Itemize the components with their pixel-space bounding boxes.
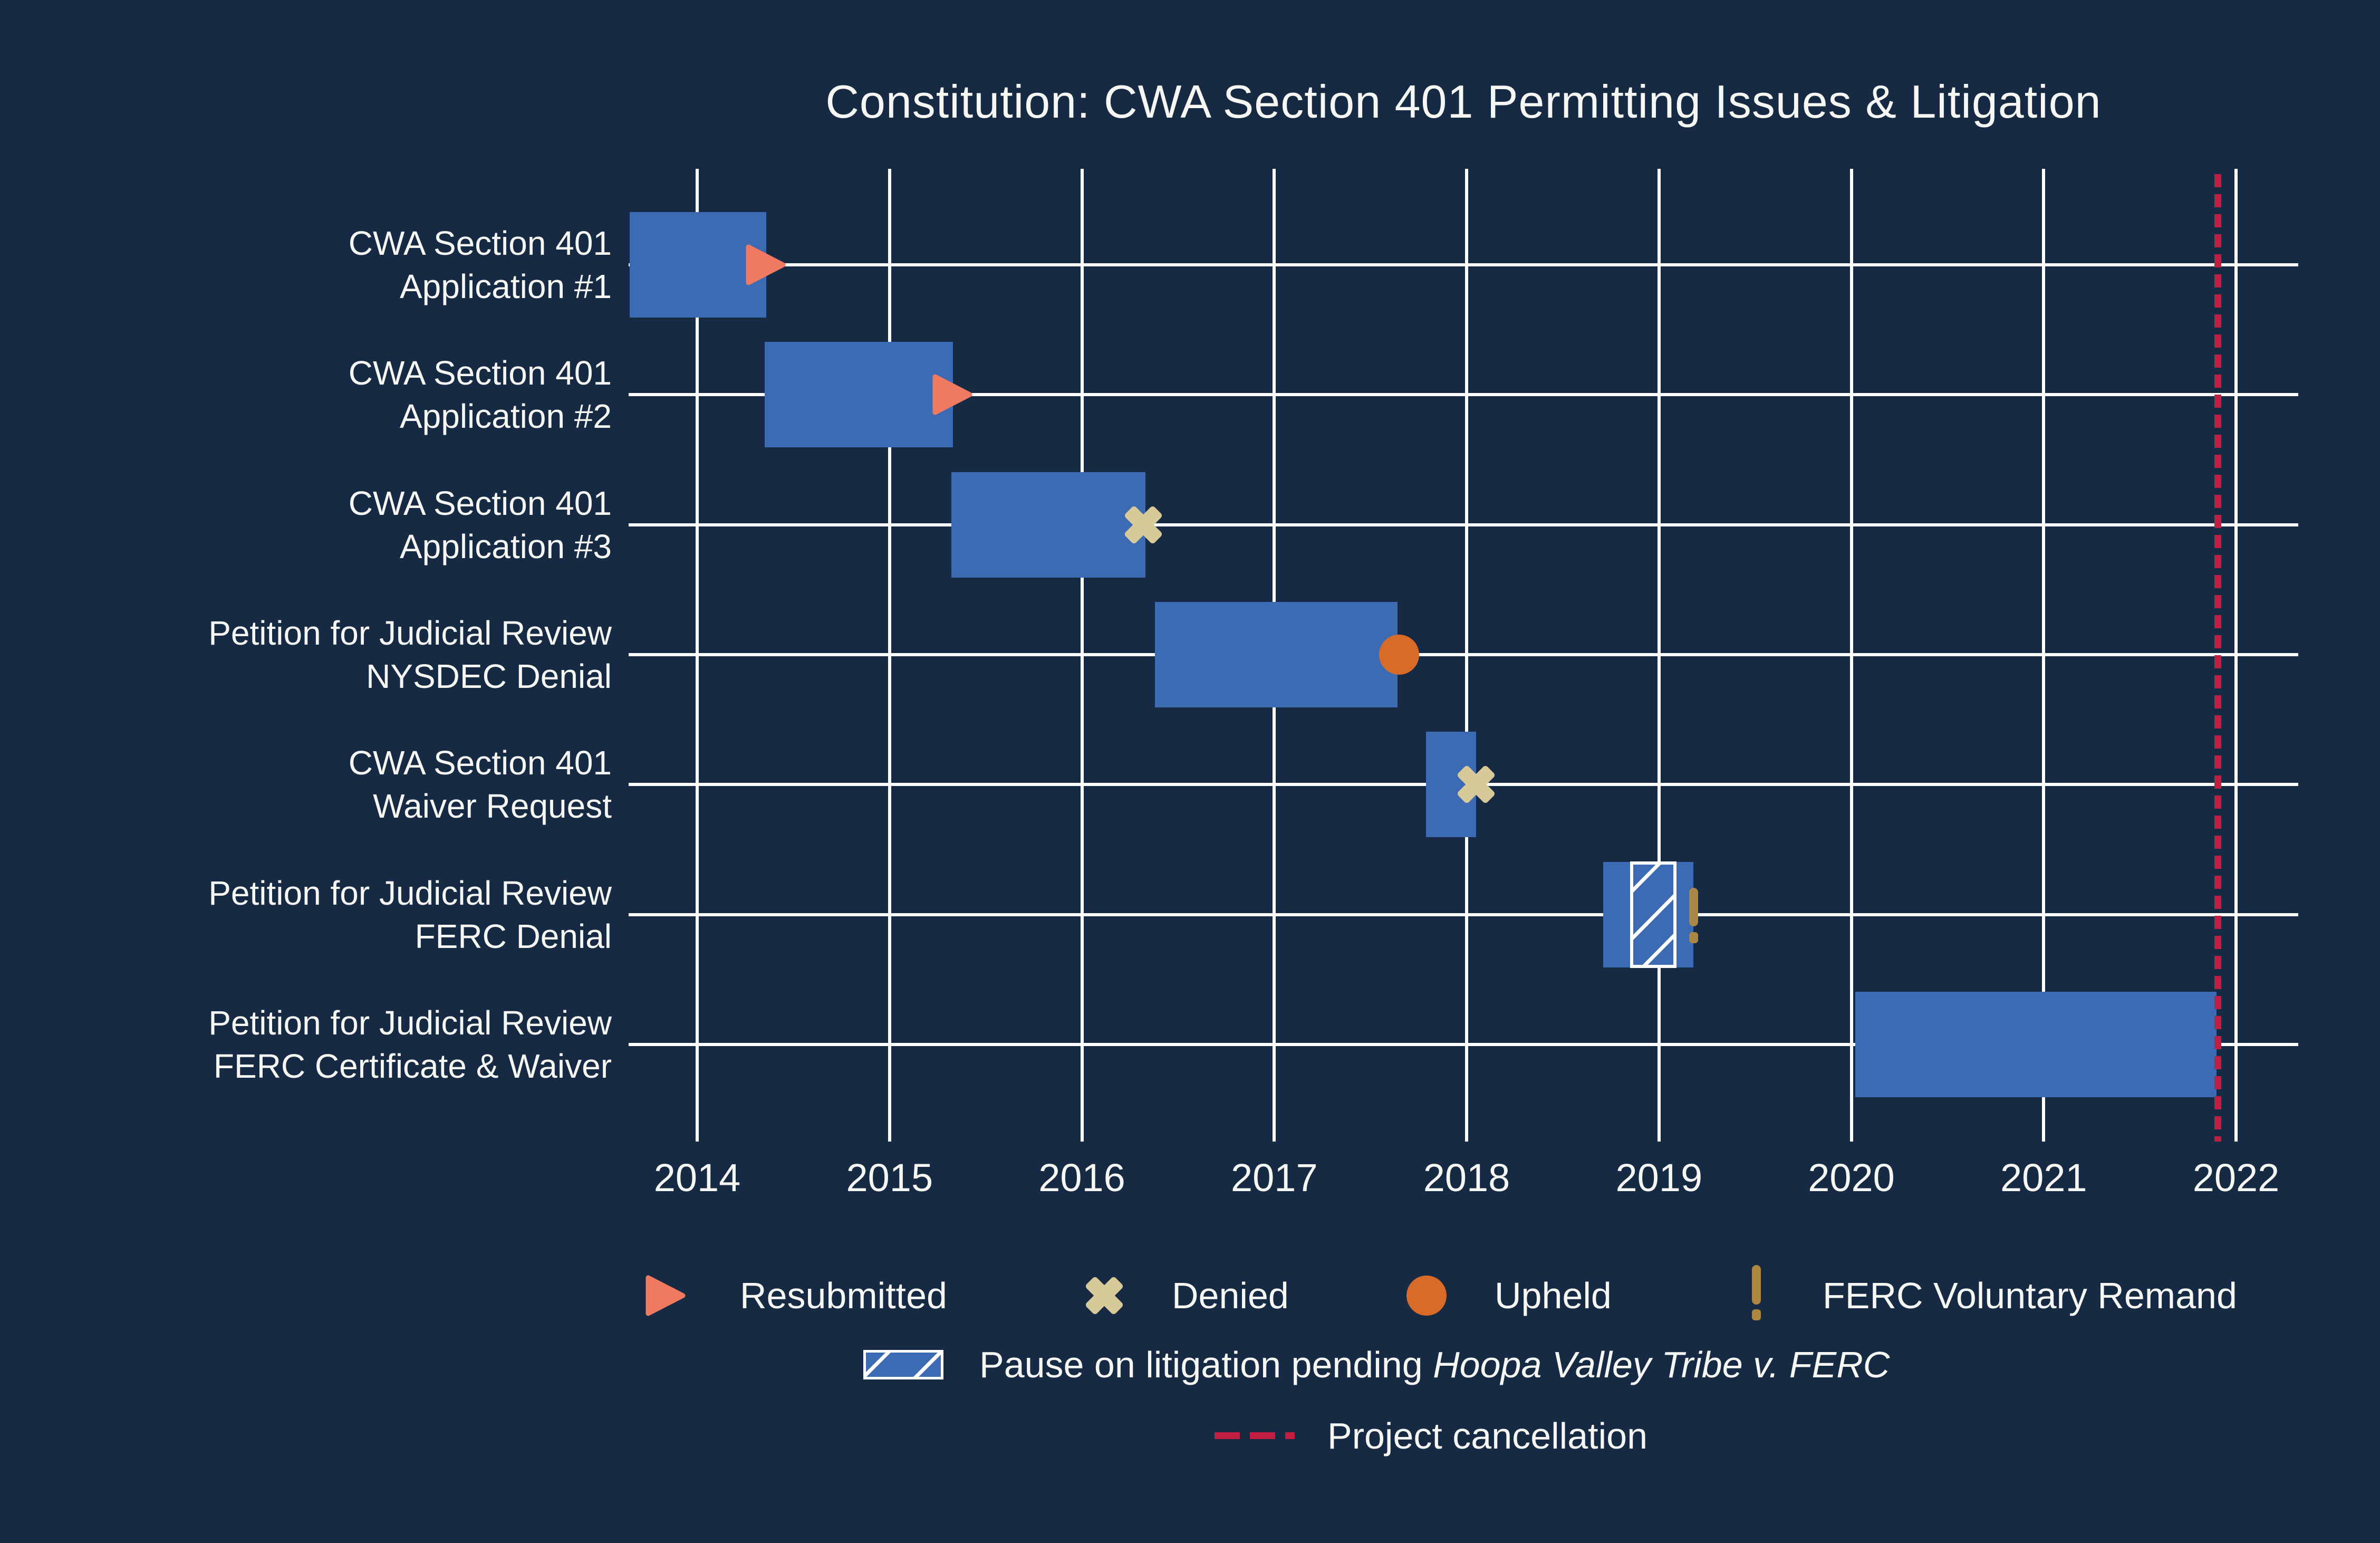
row-label-line2: Application #1 — [399, 267, 612, 305]
year-label-2017: 2017 — [1230, 1156, 1318, 1200]
gantt-bar-row-1 — [630, 212, 767, 318]
marker-upheld-circle — [1379, 635, 1420, 675]
legend-label-denied: Denied — [1172, 1275, 1289, 1316]
legend-pause-prefix: Pause on litigation pending — [979, 1344, 1433, 1385]
grid-hline-row-6 — [629, 913, 2298, 916]
grid-hline-row-7 — [629, 1043, 2298, 1046]
grid-hline-row-2 — [629, 393, 2298, 397]
row-label-6: Petition for Judicial Review FERC Denial — [32, 871, 612, 958]
resubmitted-triangle-icon — [645, 1274, 687, 1317]
year-label-2015: 2015 — [846, 1156, 933, 1200]
legend-label-upheld: Upheld — [1495, 1275, 1612, 1316]
row-label-line2: FERC Denial — [415, 917, 612, 955]
grid-hline-row-1 — [629, 263, 2298, 266]
upheld-circle-icon — [1406, 1276, 1447, 1316]
year-label-2021: 2021 — [2000, 1156, 2087, 1200]
marker-resubmitted-triangle — [932, 373, 974, 416]
row-label-line1: Petition for Judicial Review — [208, 874, 612, 912]
row-label-line2: NYSDEC Denial — [366, 657, 612, 695]
row-label-1: CWA Section 401 Application #1 — [32, 222, 612, 308]
denied-x-icon — [1083, 1274, 1126, 1317]
year-label-2018: 2018 — [1423, 1156, 1510, 1200]
row-label-2: CWA Section 401 Application #2 — [32, 351, 612, 438]
pause-hatch-icon — [863, 1350, 943, 1379]
grid-hline-row-4 — [629, 653, 2298, 656]
row-label-line2: Application #2 — [399, 397, 612, 436]
legend-label-pause: Pause on litigation pending Hoopa Valley… — [979, 1343, 1890, 1387]
legend-label-cancellation: Project cancellation — [1327, 1415, 1647, 1456]
legend-pause-case-name: Hoopa Valley Tribe v. FERC — [1433, 1344, 1890, 1385]
cancellation-dash-icon — [1215, 1432, 1295, 1439]
row-label-5: CWA Section 401 Waiver Request — [32, 741, 612, 828]
gantt-bar-row-2 — [764, 342, 953, 448]
year-label-2020: 2020 — [1808, 1156, 1895, 1200]
marker-resubmitted-triangle — [746, 243, 787, 286]
year-label-2022: 2022 — [2192, 1156, 2280, 1200]
row-label-line1: Petition for Judicial Review — [208, 1004, 612, 1042]
row-label-4: Petition for Judicial Review NYSDEC Deni… — [32, 611, 612, 698]
marker-ferc-voluntary-remand — [1689, 887, 1699, 954]
row-label-line1: CWA Section 401 — [348, 354, 612, 392]
grid-hline-row-3 — [629, 523, 2298, 526]
row-label-line1: Petition for Judicial Review — [208, 614, 612, 652]
row-label-7: Petition for Judicial Review FERC Certif… — [32, 1001, 612, 1088]
gantt-bar-row-7 — [1855, 992, 2217, 1097]
marker-denied-x — [1454, 763, 1498, 806]
pause-hatch-overlay — [1630, 861, 1676, 968]
row-label-line2: FERC Certificate & Waiver — [213, 1047, 612, 1085]
row-label-line2: Waiver Request — [373, 787, 612, 826]
row-label-line1: CWA Section 401 — [348, 224, 612, 262]
year-label-2016: 2016 — [1038, 1156, 1125, 1200]
legend-label-remand: FERC Voluntary Remand — [1823, 1275, 2237, 1316]
year-label-2019: 2019 — [1615, 1156, 1703, 1200]
row-label-line1: CWA Section 401 — [348, 744, 612, 782]
row-label-line2: Application #3 — [399, 527, 612, 566]
marker-denied-x — [1122, 503, 1165, 547]
gantt-bar-row-4 — [1155, 602, 1398, 707]
project-cancellation-line — [2214, 174, 2221, 1142]
legend-label-resubmitted: Resubmitted — [740, 1275, 947, 1316]
gantt-bar-row-3 — [951, 472, 1145, 578]
row-label-3: CWA Section 401 Application #3 — [32, 482, 612, 568]
row-label-line1: CWA Section 401 — [348, 484, 612, 522]
year-label-2014: 2014 — [653, 1156, 741, 1200]
chart-title: Constitution: CWA Section 401 Permitting… — [825, 75, 2102, 128]
